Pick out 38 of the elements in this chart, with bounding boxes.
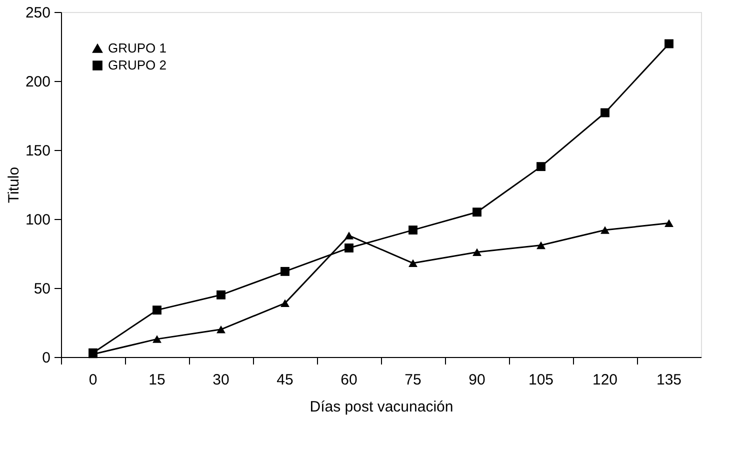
point xyxy=(600,226,610,234)
x-tick-label: 15 xyxy=(148,372,166,388)
y-tick-label: 200 xyxy=(25,74,50,90)
point xyxy=(664,39,674,48)
point xyxy=(472,208,482,217)
legend-label: GRUPO 2 xyxy=(108,58,167,72)
point xyxy=(472,248,482,256)
x-tick-label: 45 xyxy=(276,372,294,388)
point xyxy=(152,335,162,343)
x-tick-label: 135 xyxy=(656,372,682,388)
x-tick-label: 75 xyxy=(404,372,422,388)
point xyxy=(280,266,290,276)
x-tick-label: 105 xyxy=(528,372,554,388)
x-tick-label: 90 xyxy=(468,372,486,388)
point xyxy=(280,299,290,308)
y-tick-label: 0 xyxy=(42,350,50,366)
y-tick-label: 250 xyxy=(25,4,50,22)
y-tick-label: 50 xyxy=(34,280,50,298)
point xyxy=(536,162,546,172)
x-tick-label: 0 xyxy=(88,372,98,388)
y-tick-label: 100 xyxy=(25,212,50,228)
y-axis-title: Titulo xyxy=(5,166,22,204)
x-axis-title: Días post vacunación xyxy=(310,398,454,416)
point xyxy=(216,326,226,334)
point xyxy=(344,244,354,252)
point xyxy=(344,232,354,240)
point xyxy=(408,226,418,235)
point xyxy=(600,108,610,118)
y-tick-label: 150 xyxy=(25,142,50,160)
point xyxy=(152,306,162,315)
legend-label: GRUPO 1 xyxy=(108,40,167,56)
point xyxy=(536,241,546,250)
x-tick-label: 60 xyxy=(340,372,358,388)
x-tick-label: 120 xyxy=(592,372,618,388)
x-tick-label: 30 xyxy=(212,372,230,388)
point xyxy=(664,219,674,228)
point xyxy=(408,259,418,268)
point xyxy=(216,290,226,300)
